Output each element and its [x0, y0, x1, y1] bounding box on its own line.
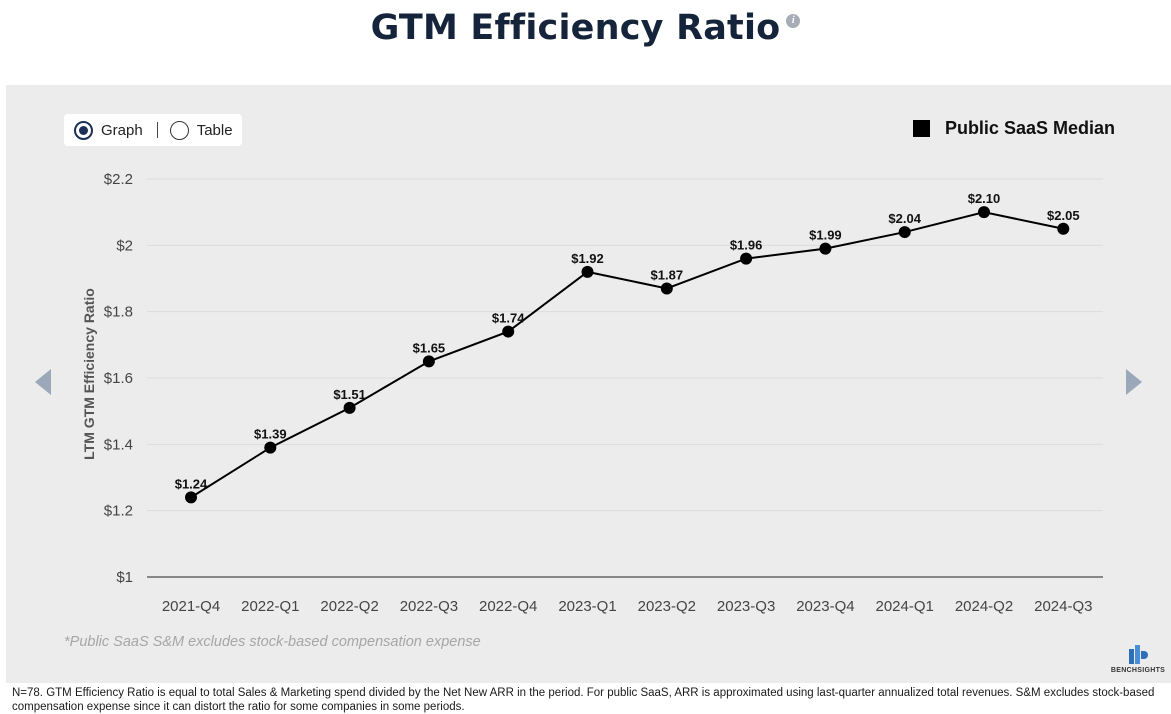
- data-label: $2.10: [968, 191, 1001, 206]
- table-option-label: Table: [196, 121, 233, 139]
- bottom-note: N=78. GTM Efficiency Ratio is equal to t…: [12, 687, 1155, 713]
- footnote: *Public SaaS S&M excludes stock-based co…: [64, 634, 481, 650]
- x-tick-label: 2022-Q2: [320, 598, 378, 615]
- y-axis-title: LTM GTM Efficiency Ratio: [81, 288, 97, 460]
- legend-swatch: [912, 120, 930, 137]
- x-tick-label: 2022-Q3: [400, 598, 458, 615]
- data-label: $1.87: [651, 267, 684, 282]
- x-tick-label: 2021-Q4: [162, 598, 220, 615]
- data-point: [581, 265, 594, 278]
- data-point: [422, 355, 435, 368]
- x-tick-label: 2023-Q2: [638, 598, 696, 615]
- x-tick-label: 2023-Q3: [717, 598, 775, 615]
- x-tick-label: 2023-Q1: [558, 598, 616, 615]
- data-label: $1.65: [413, 340, 446, 355]
- graph-radio[interactable]: [74, 120, 93, 140]
- y-tick-label: $1: [116, 569, 133, 586]
- data-label: $1.92: [571, 251, 604, 266]
- x-tick-label: 2022-Q1: [241, 598, 299, 615]
- table-option[interactable]: Table: [169, 120, 233, 140]
- info-icon[interactable]: i: [786, 14, 801, 28]
- data-point: [898, 226, 911, 239]
- chart-panel: $1 $1.2 $1.4 $1.6 $1.8 $2 $2.2 2021-Q4 2022-Q1 20…: [6, 85, 1171, 683]
- page-title: GTM Efficiency Ratio i: [0, 8, 1171, 48]
- chevron-left-icon[interactable]: [35, 369, 51, 395]
- y-tick-label: $1.8: [104, 304, 133, 321]
- data-point: [264, 441, 277, 454]
- brand-logo: BENCHSIGHTS: [1110, 643, 1166, 677]
- view-toggle: Graph Table: [64, 114, 242, 146]
- data-point: [343, 401, 356, 414]
- brand-name: BENCHSIGHTS: [1110, 667, 1166, 674]
- data-point: [1057, 222, 1070, 235]
- x-tick-label: 2022-Q4: [479, 598, 537, 615]
- legend-label: Public SaaS Median: [944, 118, 1115, 138]
- chevron-right-icon[interactable]: [1126, 369, 1142, 395]
- data-point: [978, 206, 990, 219]
- page-title-text: GTM Efficiency Ratio: [370, 8, 781, 48]
- graph-option-label: Graph: [101, 121, 143, 139]
- data-point: [819, 242, 832, 255]
- x-tick-label: 2023-Q4: [796, 598, 854, 615]
- data-label: $1.39: [254, 427, 287, 442]
- graph-option[interactable]: Graph: [74, 120, 143, 140]
- y-tick-label: $1.2: [104, 503, 133, 520]
- chart-legend: Public SaaS Median: [912, 118, 1115, 139]
- x-tick-label: 2024-Q1: [876, 598, 934, 615]
- data-label: $1.96: [730, 238, 763, 253]
- y-tick-label: $1.4: [104, 436, 133, 453]
- data-point: [740, 252, 753, 265]
- data-label: $2.04: [888, 211, 921, 226]
- toggle-divider: [156, 122, 158, 138]
- line-chart: $1 $1.2 $1.4 $1.6 $1.8 $2 $2.2 2021-Q4 2022-Q1 20…: [81, 171, 1103, 615]
- data-label: $1.74: [492, 311, 525, 326]
- data-point: [502, 325, 515, 338]
- y-tick-label: $1.6: [104, 370, 133, 387]
- x-tick-label: 2024-Q3: [1034, 598, 1092, 615]
- data-point: [660, 282, 673, 295]
- x-tick-label: 2024-Q2: [955, 598, 1013, 615]
- data-label: $2.05: [1047, 208, 1080, 223]
- table-radio[interactable]: [169, 120, 189, 140]
- benchsights-logo-icon: [1129, 645, 1148, 664]
- y-tick-label: $2: [116, 237, 133, 254]
- data-label: $1.51: [333, 387, 366, 402]
- y-tick-label: $2.2: [104, 171, 133, 188]
- data-label: $1.24: [175, 476, 208, 491]
- data-label: $1.99: [809, 228, 842, 243]
- series-line: [190, 211, 1064, 499]
- data-point: [185, 491, 197, 504]
